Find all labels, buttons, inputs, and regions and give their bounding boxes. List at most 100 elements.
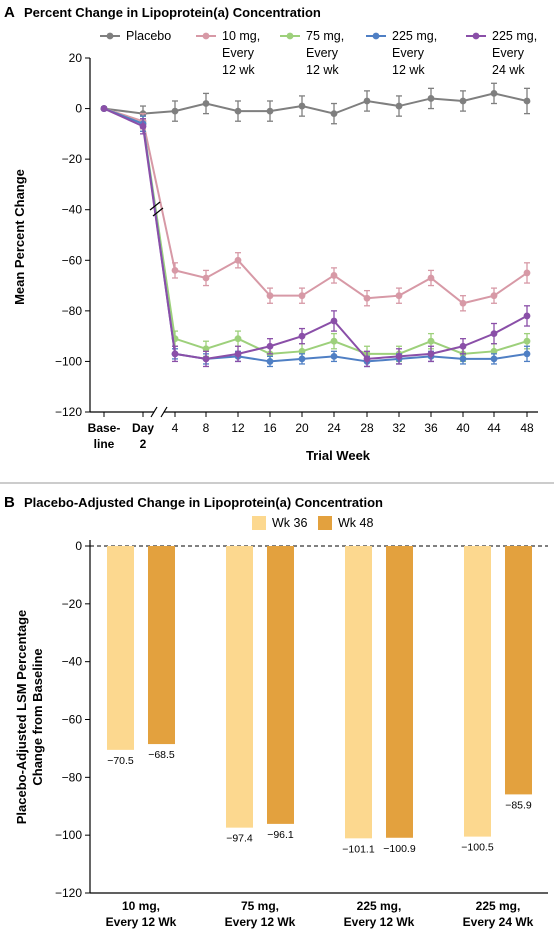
panel-a-x-tick-label: 8 <box>203 421 210 435</box>
panel-a-data-point <box>202 345 210 353</box>
panel-a-data-point <box>234 350 242 358</box>
panel-a-data-point <box>330 272 338 279</box>
panel-a-line-break <box>149 201 161 211</box>
panel-a-data-point <box>171 107 179 115</box>
panel-b-bar <box>345 546 372 839</box>
panel-a-legend-label: Every <box>392 46 425 60</box>
panel-b-data-label: −96.1 <box>267 829 294 841</box>
panel-a-data-point <box>298 355 306 363</box>
panel-b-plot: −120 −100 −80 −60 −40 −20 0 −70.5 −97.4 −101.1 −10… <box>55 516 548 929</box>
panel-a-data-point <box>266 107 274 115</box>
panel-a-series-line <box>103 107 528 360</box>
panel-a-x-tick-label: 44 <box>487 421 501 435</box>
panel-a-data-point <box>202 274 210 282</box>
panel-a-y-tick-label: 0 <box>75 102 82 116</box>
panel-a-series-line <box>103 107 528 355</box>
panel-a-data-point <box>100 105 108 112</box>
panel-a-legend-label: 10 mg, <box>222 29 260 43</box>
panel-a-legend-label: 24 wk <box>492 63 525 77</box>
panel-b-category-label: 225 mg, <box>476 899 521 913</box>
panel-b-bar <box>505 546 532 795</box>
panel-a-data-point <box>139 122 147 130</box>
panel-a-y-tick-label: −60 <box>62 253 83 267</box>
panel-a-x-tick-label: 48 <box>520 421 534 435</box>
panel-a-y-tick-label: 20 <box>69 51 83 65</box>
panel-b-y-tick-label: −40 <box>62 655 83 669</box>
panel-a-x-tick-label: line <box>94 437 115 451</box>
panel-a-data-point <box>330 110 338 118</box>
panel-b-data-label: −68.5 <box>148 749 175 761</box>
panel-a-data-point <box>490 90 498 97</box>
panel-a-legend-label: 12 wk <box>306 63 339 77</box>
panel-b-category-label: 225 mg, <box>357 899 402 913</box>
panel-a-data-point <box>427 95 435 102</box>
panel-a-data-point <box>234 107 242 115</box>
panel-a-legend-swatch-marker <box>472 32 480 40</box>
panel-a-data-point <box>490 355 498 363</box>
panel-b-y-tick-label: −20 <box>62 597 83 611</box>
panel-a-y-tick-label: −100 <box>55 354 82 368</box>
panel-a-data-point <box>298 102 306 110</box>
panel-a-y-axis-label: Mean Percent Change <box>12 169 27 305</box>
panel-a-data-point <box>490 292 498 300</box>
panel-a-data-point <box>266 292 274 300</box>
panel-b-category-label: 10 mg, <box>122 899 160 913</box>
panel-a-data-point <box>427 350 435 358</box>
panel-a-x-tick-label: 4 <box>172 421 179 435</box>
panel-a-data-point <box>490 347 498 355</box>
panel-b-bar <box>107 546 134 750</box>
panel-a-y-tick-label: −40 <box>62 203 83 217</box>
panel-b-legend-swatch <box>252 516 266 530</box>
panel-b-bar <box>267 546 294 824</box>
panel-a-data-point <box>459 342 467 350</box>
panel-a-x-tick-label: 36 <box>424 421 438 435</box>
panel-a-y-tick-label: −80 <box>62 304 83 318</box>
panel-b-data-label: −100.5 <box>461 842 494 854</box>
panel-a-x-tick-label: Day <box>132 421 154 435</box>
panel-a-data-point <box>427 337 435 345</box>
panel-a-data-point <box>298 347 306 355</box>
panel-a-data-point <box>523 337 531 345</box>
panel-b-legend-label: Wk 48 <box>338 516 373 530</box>
panel-b-legend-swatch <box>318 516 332 530</box>
panel-a-x-tick-label: Base- <box>88 421 121 435</box>
panel-a-data-point <box>459 299 467 307</box>
panel-a-data-point <box>459 355 467 363</box>
panel-a-data-point <box>171 267 179 274</box>
panel-a-x-tick-label: 2 <box>140 437 147 451</box>
panel-a-data-point <box>523 97 531 105</box>
panel-a-legend-label: 225 mg, <box>492 29 537 43</box>
panel-a-x-tick-label: 20 <box>295 421 309 435</box>
panel-a-x-tick-label: 28 <box>360 421 374 435</box>
panel-b-category-label: Every 12 Wk <box>344 915 415 929</box>
panel-a-series-line <box>103 107 528 305</box>
panel-a-y-tick-label: −20 <box>62 152 83 166</box>
panel-b-title: Placebo-Adjusted Change in Lipoprotein(a… <box>24 495 383 510</box>
panel-b-category-label: Every 12 Wk <box>106 915 177 929</box>
panel-a-legend-label: Every <box>492 46 525 60</box>
panel-a-legend-label: Every <box>222 46 255 60</box>
panel-b-data-label: −100.9 <box>383 843 416 855</box>
panel-b-category-label: Every 24 Wk <box>463 915 534 929</box>
panel-a-data-point <box>266 358 274 365</box>
panel-a-data-point <box>202 100 210 107</box>
panel-a-data-point <box>234 256 242 264</box>
panel-b-y-tick-label: −60 <box>62 713 83 727</box>
panel-a-data-point <box>330 352 338 360</box>
panel-a-data-point <box>363 294 371 302</box>
panel-a-data-point <box>427 274 435 282</box>
panel-b-bar <box>226 546 253 828</box>
panel-a-series-line <box>103 92 528 115</box>
panel-a-x-axis-label: Trial Week <box>306 448 371 463</box>
panel-a-data-point <box>363 97 371 105</box>
panel-a-data-point <box>298 292 306 300</box>
panel-a-legend-label: Placebo <box>126 29 171 43</box>
panel-a-data-point <box>330 337 338 345</box>
panel-b-data-label: −70.5 <box>107 755 134 767</box>
panel-b-y-tick-label: −80 <box>62 770 83 784</box>
panel-b-label: B <box>4 494 15 511</box>
panel-a-data-point <box>395 102 403 110</box>
panel-b-bar <box>464 546 491 837</box>
panel-a-label: A <box>4 4 15 21</box>
